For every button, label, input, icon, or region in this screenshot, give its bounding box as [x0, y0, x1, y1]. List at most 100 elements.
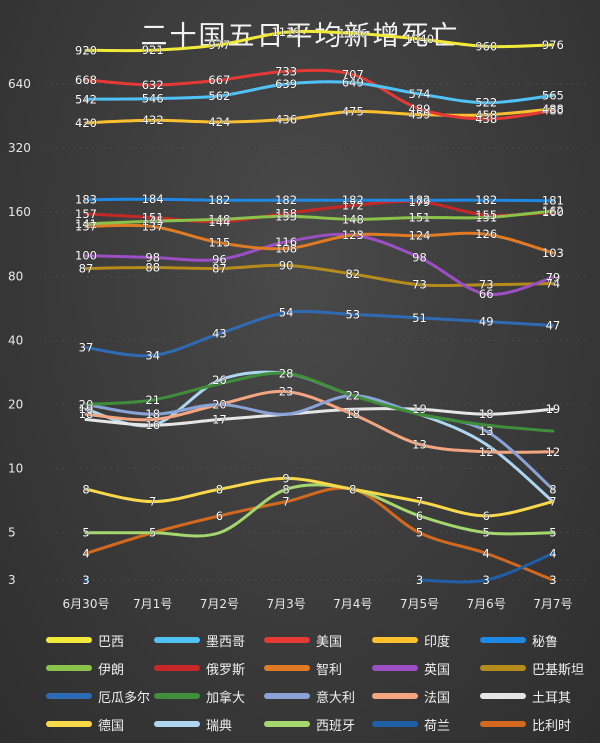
legend-item[interactable]: 俄罗斯	[154, 656, 245, 680]
data-label: 151	[142, 210, 164, 224]
legend-item[interactable]: 德国	[46, 712, 124, 736]
legend-item[interactable]: 印度	[372, 628, 450, 652]
series-line-1	[84, 29, 555, 53]
data-label: 96	[212, 252, 227, 266]
data-label: 125	[342, 228, 364, 242]
data-label: 13	[412, 437, 427, 451]
data-label: 19	[412, 402, 427, 416]
legend-item[interactable]: 美国	[264, 628, 342, 652]
data-label: 34	[145, 348, 160, 362]
data-label: 8	[82, 482, 89, 496]
data-label: 73	[412, 278, 427, 292]
series-line-19	[418, 551, 555, 584]
data-label: 632	[142, 78, 164, 92]
legend-item[interactable]: 伊朗	[46, 656, 124, 680]
data-label: 1106	[338, 26, 367, 40]
legend-label: 德国	[98, 718, 125, 734]
data-label: 172	[342, 198, 364, 212]
legend-swatch	[46, 665, 92, 671]
data-label: 137	[75, 219, 97, 233]
data-label: 182	[409, 193, 431, 207]
legend-item[interactable]: 加拿大	[154, 684, 245, 708]
data-label: 123	[342, 228, 364, 242]
data-label: 90	[279, 258, 294, 272]
legend-label: 意大利	[316, 690, 356, 706]
legend-label: 伊朗	[98, 662, 125, 678]
legend-item[interactable]: 英国	[372, 656, 450, 680]
data-label: 8	[349, 482, 356, 496]
series-line-16	[84, 476, 555, 518]
data-label: 20	[79, 398, 94, 412]
data-label: 116	[275, 235, 297, 249]
legend-swatch	[480, 693, 526, 699]
data-label: 459	[409, 108, 431, 122]
legend-swatch	[264, 693, 310, 699]
data-label: 73	[479, 278, 494, 292]
legend-item[interactable]: 厄瓜多尔	[46, 684, 150, 708]
data-label: 82	[345, 267, 360, 281]
data-label: 98	[412, 250, 427, 264]
legend-item[interactable]: 智利	[264, 656, 342, 680]
legend-label: 巴西	[98, 634, 125, 650]
data-label: 37	[79, 341, 94, 355]
legend-item[interactable]: 荷兰	[372, 712, 450, 736]
x-tick-label: 7月6号	[467, 597, 506, 611]
data-label: 26	[212, 373, 227, 387]
data-label: 9	[282, 471, 289, 485]
data-label: 920	[75, 43, 97, 57]
legend-item[interactable]: 巴西	[46, 628, 124, 652]
legend-label: 比利时	[532, 718, 572, 734]
data-label: 49	[479, 315, 494, 329]
legend-item[interactable]: 土耳其	[480, 684, 571, 708]
data-label: 100	[75, 249, 97, 263]
series-line-4	[84, 107, 555, 125]
data-label: 16	[145, 418, 160, 432]
data-label: 182	[275, 193, 297, 207]
data-label: 976	[542, 38, 564, 52]
legend-item[interactable]: 巴基斯坦	[480, 656, 584, 680]
data-label: 87	[212, 261, 227, 275]
legend-item[interactable]: 意大利	[264, 684, 355, 708]
series-line-5	[84, 197, 555, 203]
data-label: 5	[82, 526, 89, 540]
data-label: 155	[475, 208, 497, 222]
data-label: 5	[483, 526, 490, 540]
series-line-13	[84, 394, 555, 491]
legend-item[interactable]: 法国	[372, 684, 450, 708]
legend-item[interactable]: 西班牙	[264, 712, 355, 736]
data-label: 124	[409, 229, 431, 243]
legend-label: 土耳其	[532, 690, 572, 706]
legend-item[interactable]: 瑞典	[154, 712, 232, 736]
x-tick-label: 7月7号	[533, 597, 572, 611]
data-label: 546	[142, 92, 164, 106]
data-label: 733	[275, 64, 297, 78]
y-tick-label: 40	[8, 333, 23, 347]
legend-swatch	[372, 721, 418, 727]
x-tick-label: 7月5号	[400, 597, 439, 611]
data-label: 522	[475, 96, 497, 110]
data-label: 108	[275, 241, 297, 255]
data-label: 141	[75, 217, 97, 231]
legend-swatch	[154, 721, 200, 727]
chart-legend: 巴西 墨西哥 美国 印度 秘鲁伊朗 俄罗斯 智利 英国 巴基斯坦厄瓜多尔 加拿大 意大利 法国 土耳其德…	[46, 628, 586, 740]
legend-label: 加拿大	[206, 690, 246, 706]
x-tick-label: 7月3号	[266, 597, 305, 611]
data-label: 88	[145, 260, 160, 274]
series-line-6	[84, 209, 555, 226]
data-label: 182	[208, 193, 230, 207]
legend-item[interactable]: 墨西哥	[154, 628, 245, 652]
data-label: 489	[409, 102, 431, 116]
legend-label: 巴基斯坦	[532, 662, 585, 678]
data-label: 103	[542, 246, 564, 260]
data-label: 432	[142, 113, 164, 127]
data-label: 87	[79, 261, 94, 275]
data-label: 7	[149, 495, 156, 509]
legend-item[interactable]: 比利时	[480, 712, 571, 736]
data-label: 23	[279, 385, 294, 399]
data-label: 3	[549, 573, 556, 587]
data-label: 5	[549, 526, 556, 540]
data-label: 8	[216, 482, 223, 496]
data-label: 151	[409, 210, 431, 224]
legend-item[interactable]: 秘鲁	[480, 628, 558, 652]
